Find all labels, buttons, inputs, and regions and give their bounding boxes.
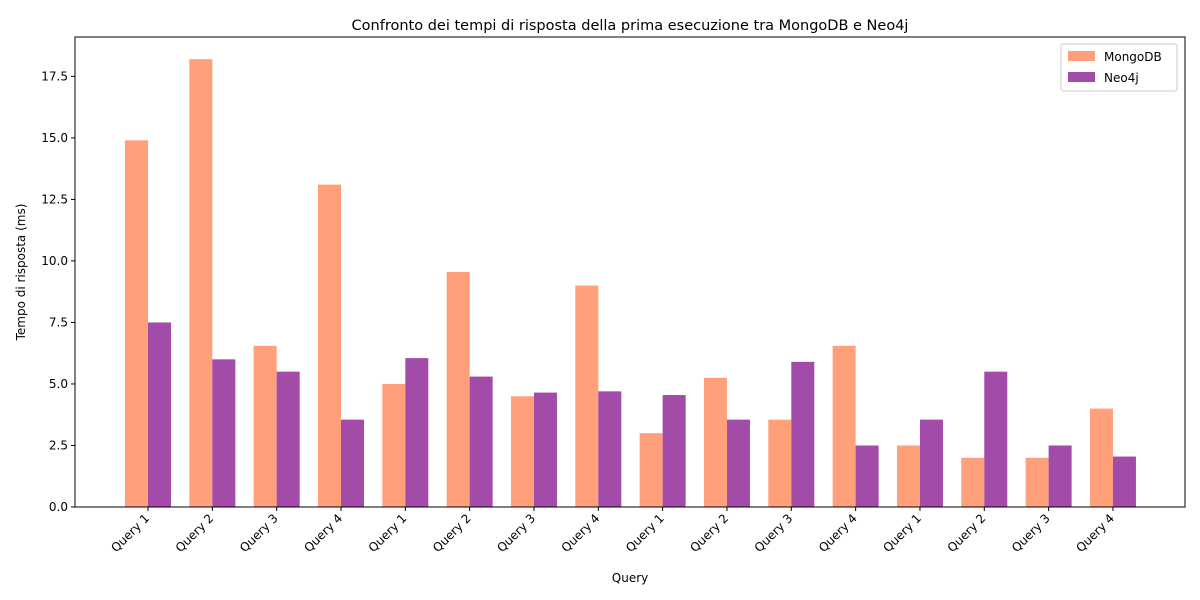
bar-neo4j-14 xyxy=(984,371,1008,507)
legend-label-mongodb: MongoDB xyxy=(1104,50,1162,64)
chart-title: Confronto dei tempi di risposta della pr… xyxy=(352,18,909,34)
bar-mongodb-5 xyxy=(382,383,406,507)
y-tick-label: 5.0 xyxy=(49,377,68,391)
x-tick-label: Query 2 xyxy=(687,511,731,555)
bar-neo4j-5 xyxy=(405,358,429,507)
x-tick-label: Query 2 xyxy=(430,511,474,555)
x-tick-label: Query 3 xyxy=(1009,511,1053,555)
x-tick-label: Query 3 xyxy=(237,511,281,555)
bar-neo4j-3 xyxy=(276,371,300,507)
legend-swatch-neo4j xyxy=(1068,72,1095,82)
bar-mongodb-10 xyxy=(703,377,727,507)
x-tick-label: Query 4 xyxy=(301,511,345,555)
bar-mongodb-4 xyxy=(317,184,341,507)
legend: MongoDB Neo4j xyxy=(1060,43,1178,92)
y-tick-label: 10.0 xyxy=(41,254,68,268)
y-axis: 0.0 2.5 5.0 7.5 10.0 12.5 15.0 17.5 xyxy=(41,69,75,514)
bar-neo4j-8 xyxy=(598,391,622,507)
bar-neo4j-7 xyxy=(533,392,557,507)
legend-label-neo4j: Neo4j xyxy=(1104,71,1139,85)
bar-neo4j-9 xyxy=(662,395,686,507)
x-tick-label: Query 4 xyxy=(1073,511,1117,555)
x-tick-label: Query 1 xyxy=(108,511,152,555)
x-tick-label: Query 2 xyxy=(945,511,989,555)
x-tick-label: Query 1 xyxy=(880,511,924,555)
bar-mongodb-1 xyxy=(125,140,148,507)
bar-mongodb-13 xyxy=(896,445,920,507)
bar-neo4j-13 xyxy=(919,419,943,507)
bar-neo4j-11 xyxy=(791,361,815,507)
bar-mongodb-14 xyxy=(961,457,985,507)
bar-mongodb-15 xyxy=(1025,457,1049,507)
bar-mongodb-12 xyxy=(832,345,856,507)
bar-neo4j-10 xyxy=(726,419,750,507)
y-axis-title: Tempo di risposta (ms) xyxy=(14,204,28,342)
x-tick-label: Query 4 xyxy=(816,511,860,555)
x-axis: Query 1 Query 2 Query 3 Query 4 Query 1 Query… xyxy=(108,507,1117,555)
x-tick-label: Query 1 xyxy=(623,511,667,555)
x-axis-title: Query xyxy=(612,571,648,585)
bar-neo4j-16 xyxy=(1112,456,1136,507)
legend-swatch-mongodb xyxy=(1068,51,1095,61)
bar-mongodb-8 xyxy=(575,285,599,507)
bar-neo4j-4 xyxy=(340,419,364,507)
bar-mongodb-2 xyxy=(189,59,213,508)
x-tick-label: Query 4 xyxy=(559,511,603,555)
bar-neo4j-2 xyxy=(212,359,236,507)
x-tick-label: Query 1 xyxy=(366,511,410,555)
y-tick-label: 0.0 xyxy=(49,500,68,514)
bar-neo4j-1 xyxy=(148,322,171,507)
bar-mongodb-6 xyxy=(446,272,470,507)
bar-neo4j-6 xyxy=(469,376,493,507)
bars-layer xyxy=(125,59,1136,508)
bar-neo4j-12 xyxy=(855,445,879,507)
y-tick-label: 15.0 xyxy=(41,131,68,145)
x-tick-label: Query 2 xyxy=(173,511,217,555)
y-tick-label: 7.5 xyxy=(49,315,68,329)
plot-frame xyxy=(74,36,1186,508)
x-tick-label: Query 3 xyxy=(752,511,796,555)
y-tick-label: 12.5 xyxy=(41,192,68,206)
x-tick-label: Query 3 xyxy=(494,511,538,555)
y-tick-label: 17.5 xyxy=(41,69,68,83)
bar-neo4j-15 xyxy=(1048,445,1072,507)
bar-mongodb-9 xyxy=(639,433,663,507)
bar-mongodb-11 xyxy=(768,419,792,507)
bar-mongodb-3 xyxy=(253,345,277,507)
y-tick-label: 2.5 xyxy=(49,438,68,452)
bar-mongodb-16 xyxy=(1089,408,1113,507)
bar-mongodb-7 xyxy=(510,396,534,507)
